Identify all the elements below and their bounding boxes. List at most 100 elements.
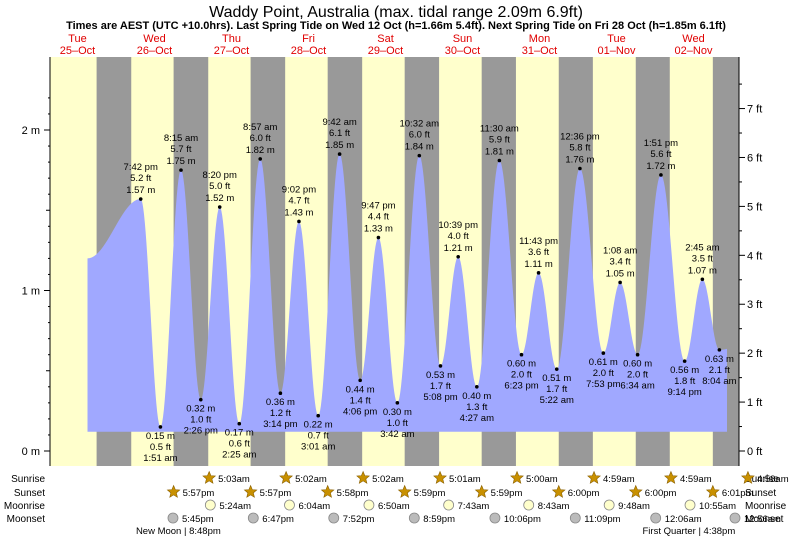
- low-tide-metres: 0.53 m: [426, 370, 455, 381]
- low-tide-metres: 0.17 m: [225, 428, 254, 439]
- day-date-label: 27–Oct: [214, 45, 249, 57]
- sunset-star-icon: [243, 484, 258, 498]
- sunset-time: 5:59pm: [414, 488, 446, 499]
- moonset-moon-icon: [247, 512, 259, 524]
- right-axis-tick-label: 4 ft: [747, 250, 762, 262]
- sunrise-star-icon: [664, 470, 678, 484]
- day-weekday-label: Tue: [68, 33, 87, 45]
- high-tide-time: 1:51 pm: [644, 138, 678, 149]
- moonrise-time: 7:43am: [458, 501, 490, 512]
- moonset-moon-icon: [729, 512, 741, 524]
- low-tide-metres: 0.63 m: [705, 354, 734, 365]
- day-date-label: 31–Oct: [522, 45, 557, 57]
- high-tide-time: 9:02 pm: [282, 184, 316, 195]
- low-tide-time: 9:14 pm: [667, 387, 701, 398]
- moonrise-time: 6:04am: [298, 501, 330, 512]
- moonset-time: 12:56am: [744, 514, 781, 525]
- row-label-left: Moonset: [7, 514, 46, 525]
- row-label-left: Sunrise: [11, 474, 45, 485]
- day-date-label: 01–Nov: [598, 45, 636, 57]
- sunset-star-icon: [628, 484, 643, 498]
- sunset-star-icon: [551, 484, 566, 498]
- left-axis-tick-label: 0 m: [22, 446, 40, 458]
- right-axis-tick-label: 3 ft: [747, 299, 762, 311]
- row-label-right: Moonrise: [745, 501, 787, 512]
- low-tide-time: 8:04 am: [702, 376, 736, 387]
- right-axis: 0 ft 1 ft 2 ft 3 ft 4 ft 5 ft 6 ft 7 ft: [727, 57, 793, 466]
- extreme-point: [618, 280, 622, 285]
- low-tide-time: 2:26 pm: [184, 426, 218, 437]
- sunrise-star-icon: [433, 470, 447, 484]
- low-tide-feet: 1.8 ft: [674, 376, 695, 387]
- extreme-point: [376, 235, 381, 240]
- extreme-point: [682, 359, 687, 363]
- extreme-point: [258, 157, 263, 161]
- moonset-time: 11:09pm: [584, 514, 620, 525]
- low-tide-time: 1:51 am: [143, 453, 177, 464]
- day-date-label: 28–Oct: [291, 45, 326, 57]
- extreme-point: [316, 413, 321, 418]
- day-weekday-label: Sat: [377, 33, 394, 45]
- extreme-point: [237, 421, 242, 426]
- moonset-time: 8:59pm: [423, 514, 455, 525]
- tide-area: [87, 154, 776, 432]
- sunset-time: 6:00pm: [645, 488, 677, 499]
- high-tide-feet: 4.4 ft: [368, 212, 389, 223]
- high-tide-metres: 1.72 m: [646, 161, 675, 172]
- high-tide-metres: 1.33 m: [364, 224, 393, 235]
- chart-subtitle: Times are AEST (UTC +10.0hrs). Last Spri…: [66, 20, 726, 32]
- extreme-point: [198, 397, 203, 402]
- sunrise-time: 5:03am: [218, 474, 250, 485]
- low-tide-metres: 0.40 m: [462, 391, 491, 402]
- high-tide-feet: 5.9 ft: [489, 134, 510, 145]
- sunset-time: 5:57pm: [183, 488, 215, 499]
- moon-phase-label: New Moon | 8:48pm: [136, 526, 221, 537]
- high-tide-metres: 1.76 m: [565, 155, 594, 166]
- low-tide-feet: 1.7 ft: [430, 381, 451, 392]
- right-axis-strip: [727, 57, 739, 466]
- moonrise-moon-icon: [204, 499, 216, 511]
- extreme-point: [536, 271, 541, 275]
- moonset-moon-icon: [408, 512, 420, 524]
- high-tide-time: 11:43 pm: [519, 236, 558, 247]
- low-tide-time: 6:23 pm: [504, 381, 538, 392]
- sun-moon-rows: Sunrise Sunrise Sunset Sunset Moonrise Moonri…: [4, 470, 789, 537]
- left-axis-tick-label: 1 m: [22, 286, 40, 298]
- day-weekday-label: Wed: [143, 33, 165, 45]
- high-tide-metres: 1.11 m: [524, 259, 552, 270]
- sunrise-star-icon: [510, 470, 524, 484]
- low-tide-time: 2:25 am: [222, 450, 256, 461]
- row-label-right: Sunrise: [745, 474, 779, 485]
- high-tide-time: 8:20 pm: [203, 170, 237, 181]
- high-tide-time: 8:57 am: [243, 122, 277, 133]
- high-tide-metres: 1.84 m: [405, 142, 434, 153]
- extreme-point: [456, 254, 460, 259]
- extreme-point: [278, 391, 283, 396]
- extreme-point: [601, 351, 606, 355]
- sunrise-time: 5:02am: [295, 474, 327, 485]
- moonrise-time: 10:55am: [699, 501, 736, 512]
- day-weekday-label: Wed: [682, 33, 704, 45]
- moonset-time: 7:52pm: [343, 514, 375, 525]
- extreme-point: [297, 219, 301, 224]
- low-tide-feet: 1.7 ft: [546, 384, 567, 395]
- day-weekday-label: Mon: [529, 33, 550, 45]
- low-tide-metres: 0.44 m: [346, 384, 375, 395]
- moon-phase-label: First Quarter | 4:38pm: [643, 526, 736, 537]
- low-tide-feet: 0.6 ft: [229, 439, 250, 450]
- moonrise-moon-icon: [443, 499, 455, 511]
- day-weekday-label: Tue: [607, 33, 626, 45]
- moonrise-moon-icon: [523, 499, 535, 511]
- moonset-moon-icon: [328, 512, 340, 524]
- extreme-point: [138, 197, 143, 201]
- low-tide-feet: 1.0 ft: [190, 415, 211, 426]
- low-tide-feet: 1.4 ft: [350, 395, 371, 406]
- day-date-label: 29–Oct: [368, 45, 403, 57]
- left-axis-background: [0, 57, 50, 466]
- right-axis-tick-label: 1 ft: [747, 397, 762, 409]
- high-tide-time: 11:30 am: [480, 123, 519, 134]
- low-tide-feet: 1.3 ft: [466, 402, 487, 413]
- sunrise-time: 5:00am: [526, 474, 558, 485]
- high-tide-metres: 1.52 m: [205, 193, 234, 204]
- high-tide-time: 9:42 am: [322, 117, 356, 128]
